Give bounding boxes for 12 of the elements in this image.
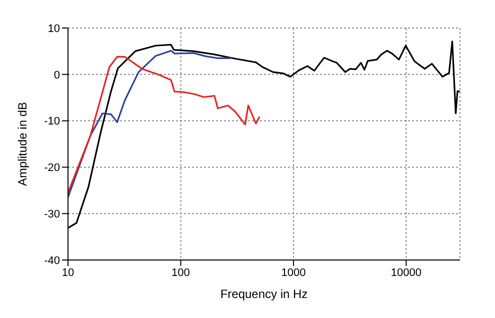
x-tick-label: 100 bbox=[172, 266, 190, 279]
x-axis-title: Frequency in Hz bbox=[220, 287, 308, 301]
x-tick-label: 10 bbox=[62, 266, 74, 279]
y-tick-label: -30 bbox=[44, 208, 60, 221]
x-tick-label: 10000 bbox=[390, 266, 422, 279]
y-tick-label: 0 bbox=[54, 69, 60, 82]
y-tick-label: 10 bbox=[48, 22, 60, 35]
y-axis-title: Amplitude in dB bbox=[15, 102, 30, 186]
x-tick-label: 1000 bbox=[281, 266, 306, 279]
y-tick-label: -10 bbox=[44, 116, 60, 128]
y-tick-label: -20 bbox=[44, 162, 60, 174]
y-tick-label: -40 bbox=[44, 254, 60, 267]
